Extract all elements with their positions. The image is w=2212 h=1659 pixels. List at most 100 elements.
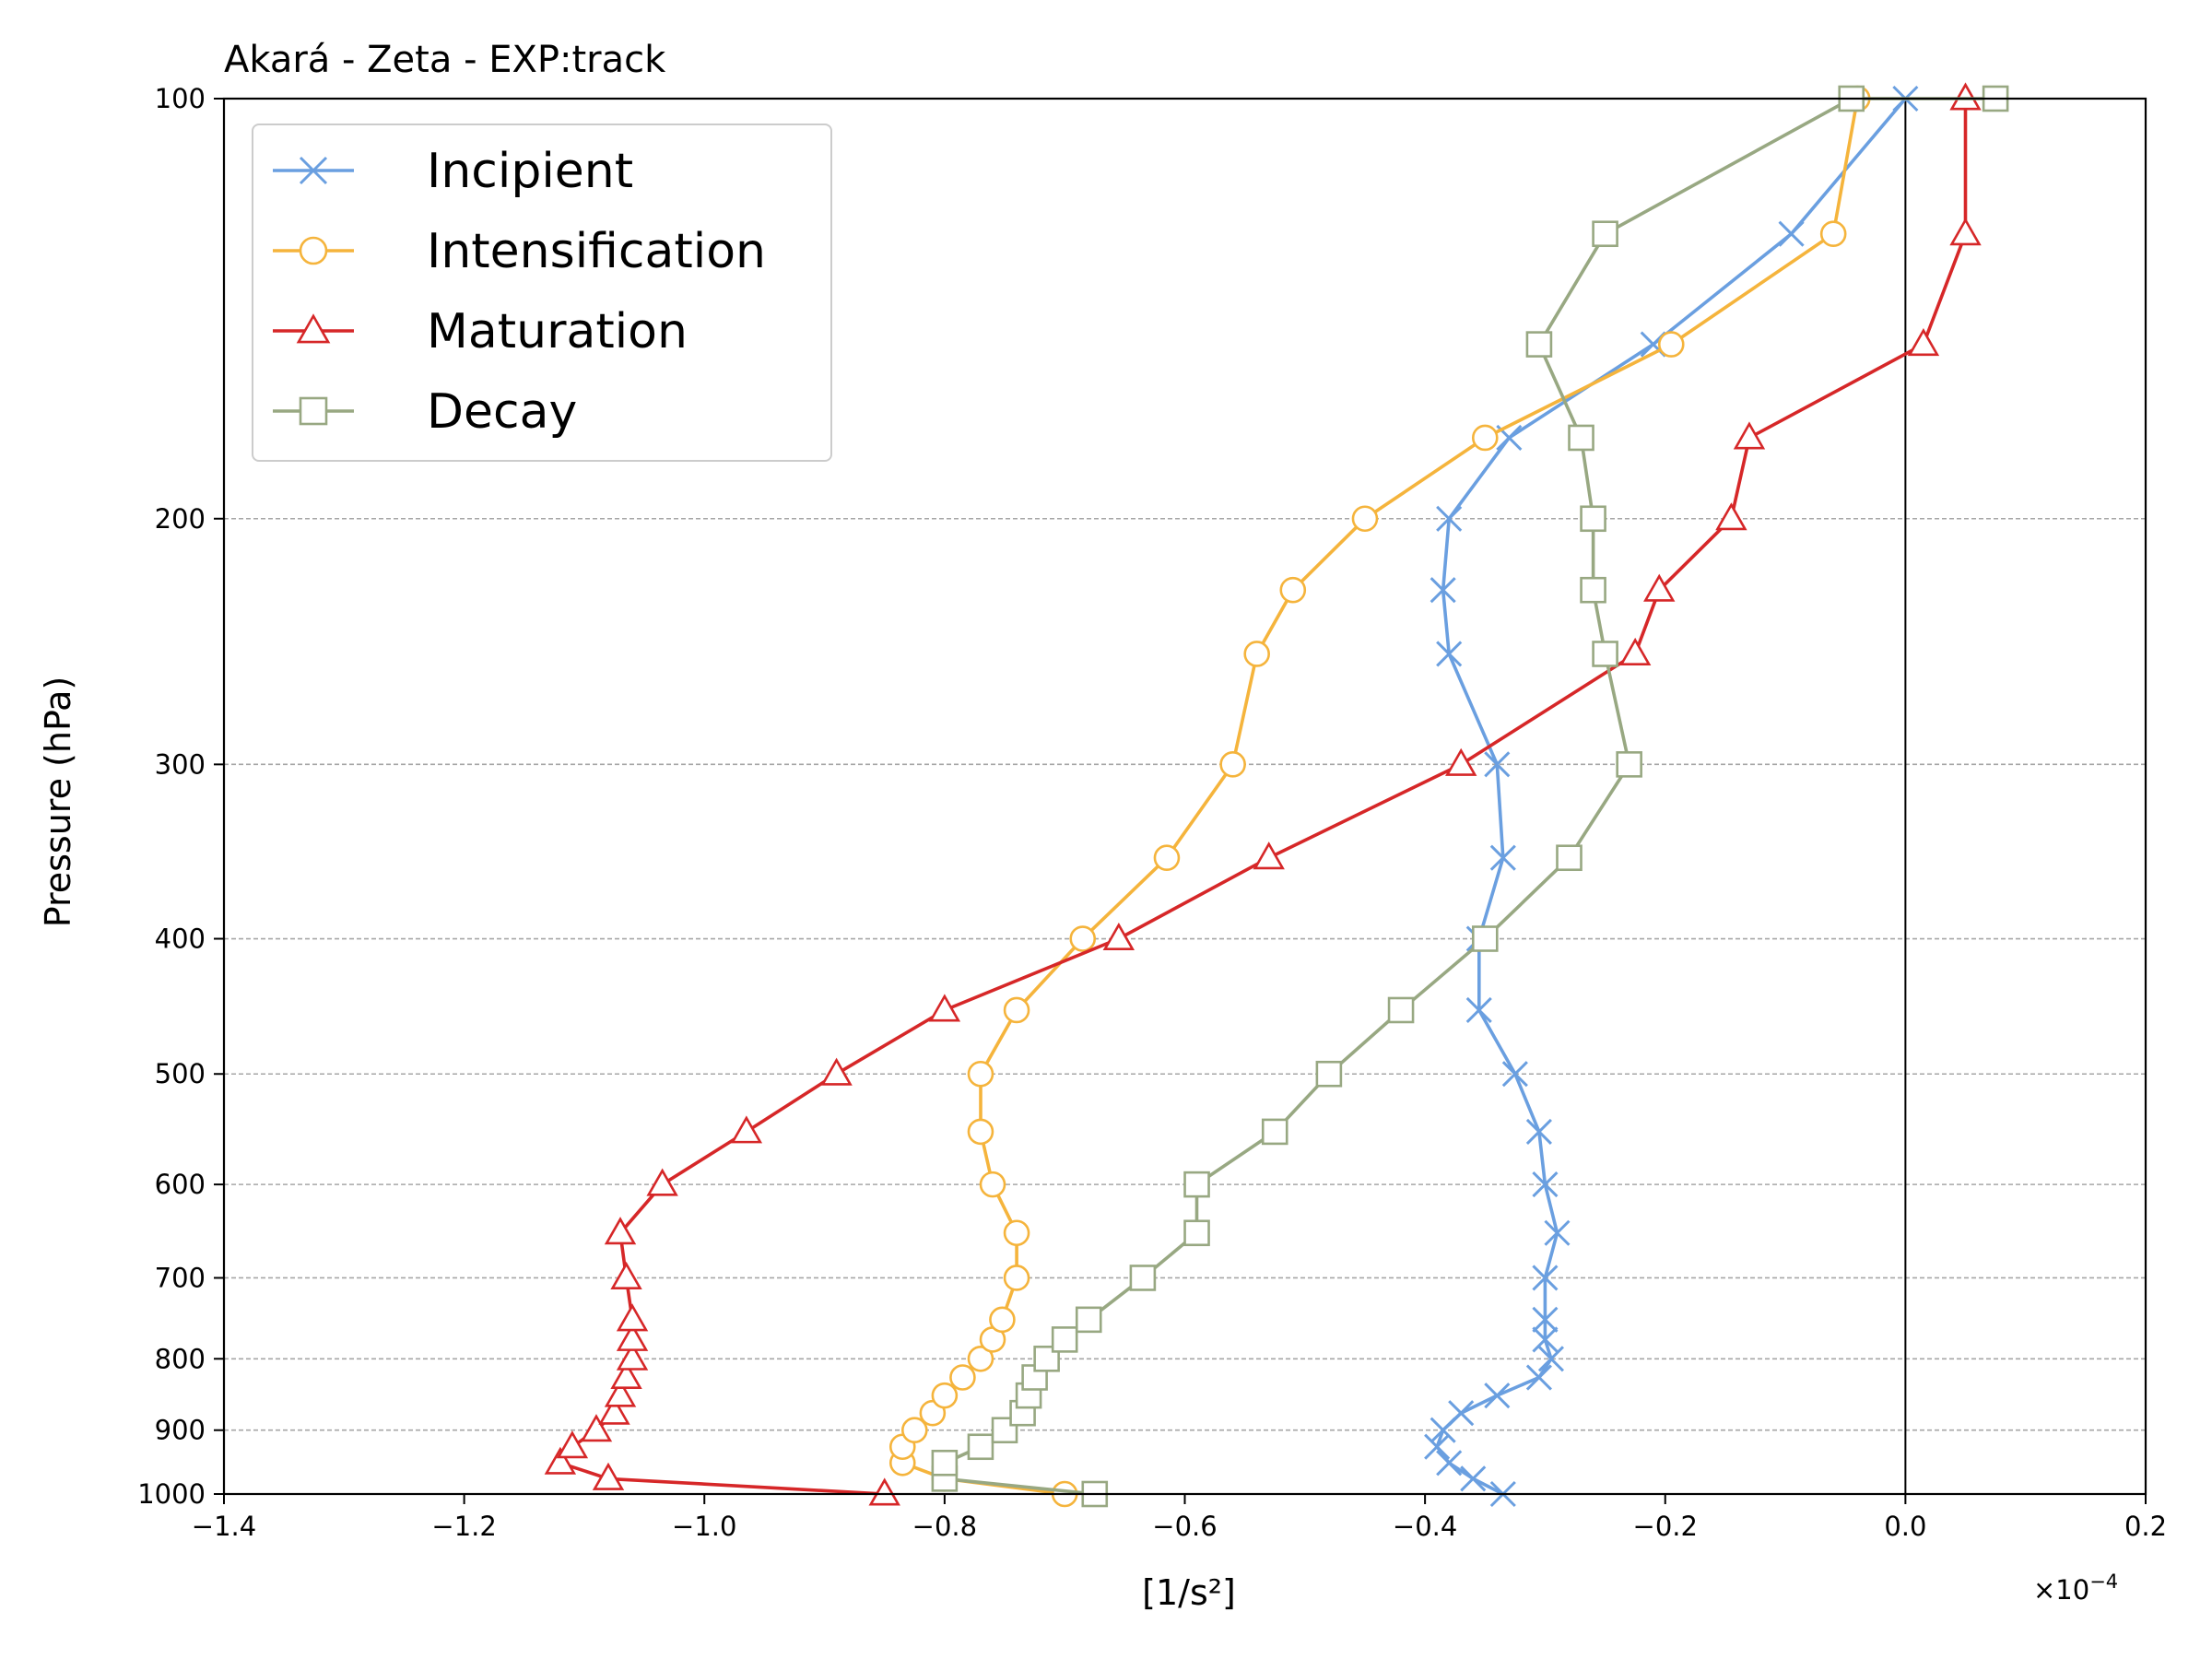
point-marker	[1315, 1060, 1343, 1088]
point-marker	[580, 1414, 613, 1442]
point-marker	[1471, 925, 1499, 952]
point-marker	[1484, 751, 1511, 778]
point-marker	[931, 1449, 959, 1477]
y-axis-ticks: 100 200 300 400 500 600 700 800 900 1000	[137, 83, 224, 1510]
point-marker	[1949, 82, 1982, 111]
y-tick-label: 500	[155, 1058, 206, 1089]
point-marker	[604, 1379, 637, 1407]
point-marker	[1424, 1433, 1451, 1460]
y-tick-label: 900	[155, 1415, 206, 1446]
point-marker	[989, 1306, 1016, 1334]
point-marker	[1715, 502, 1747, 531]
point-marker	[1532, 1265, 1559, 1291]
point-marker	[967, 1060, 994, 1088]
y-tick-label: 400	[155, 924, 206, 955]
point-marker	[1051, 1326, 1078, 1353]
point-marker	[616, 1342, 649, 1371]
point-marker	[1279, 576, 1307, 604]
x-axis-label: [1/s²]	[1142, 1572, 1236, 1613]
point-marker	[868, 1477, 900, 1506]
point-marker	[604, 1217, 637, 1245]
x-scale-base: ×10	[2033, 1574, 2089, 1606]
series-decay	[931, 85, 2009, 1508]
point-marker	[1532, 1326, 1559, 1353]
y-tick-label: 100	[155, 83, 206, 114]
point-marker	[1261, 1118, 1288, 1146]
legend-item-maturation: Maturation	[273, 304, 688, 359]
point-marker	[1448, 1400, 1475, 1427]
point-marker	[1075, 1306, 1102, 1334]
point-marker	[1556, 844, 1583, 872]
point-marker	[1445, 747, 1477, 776]
point-marker	[592, 1462, 625, 1490]
y-tick-label: 700	[155, 1262, 206, 1293]
series-maturation	[544, 82, 1982, 1506]
point-marker	[1525, 1364, 1552, 1391]
point-marker	[296, 313, 331, 344]
series-group	[544, 82, 2009, 1508]
point-marker	[1253, 841, 1285, 870]
point-marker	[299, 396, 328, 426]
point-marker	[967, 1118, 994, 1146]
point-marker	[556, 1430, 589, 1459]
point-marker	[1102, 922, 1135, 951]
point-marker	[1489, 844, 1516, 871]
point-marker	[1949, 218, 1982, 246]
point-marker	[1436, 1450, 1463, 1477]
point-marker	[1153, 844, 1181, 872]
legend-item-incipient: Incipient	[273, 144, 633, 199]
point-marker	[820, 1057, 853, 1086]
y-tick-label: 600	[155, 1169, 206, 1200]
point-marker	[1243, 641, 1270, 667]
x-tick-label: −0.4	[1393, 1511, 1457, 1542]
grid	[224, 517, 2146, 1431]
point-marker	[1465, 996, 1492, 1024]
point-marker	[1430, 577, 1456, 604]
legend-label: Intensification	[427, 224, 766, 279]
x-tick-label: −1.0	[672, 1511, 736, 1542]
point-marker	[1387, 996, 1415, 1024]
y-axis-label: Pressure (hPa)	[38, 677, 78, 928]
point-marker	[1778, 220, 1805, 247]
point-marker	[1525, 1118, 1552, 1145]
point-marker	[299, 156, 328, 185]
point-marker	[1460, 1465, 1487, 1492]
point-marker	[1819, 220, 1847, 248]
point-marker	[1532, 1171, 1559, 1198]
point-marker	[616, 1323, 649, 1351]
x-scale-exponent: −4	[2089, 1571, 2118, 1593]
point-marker	[900, 1417, 928, 1444]
point-marker	[544, 1446, 577, 1475]
point-marker	[1907, 328, 1940, 357]
y-tick-label: 1000	[137, 1478, 206, 1510]
x-axis-scale: ×10−4	[2033, 1571, 2118, 1606]
x-tick-label: 0.0	[1884, 1511, 1926, 1542]
legend: Incipient Intensification Maturation Decay	[252, 124, 832, 462]
x-tick-label: −1.4	[192, 1511, 256, 1542]
point-marker	[610, 1261, 642, 1289]
point-marker	[1003, 1265, 1030, 1291]
point-marker	[979, 1171, 1006, 1198]
point-marker	[1003, 1219, 1030, 1247]
point-marker	[1544, 1219, 1571, 1246]
x-tick-label: 0.2	[2124, 1511, 2167, 1542]
legend-label: Incipient	[427, 144, 633, 199]
legend-item-decay: Decay	[273, 384, 577, 440]
point-marker	[610, 1360, 642, 1390]
series-incipient	[1424, 85, 1919, 1508]
point-marker	[1471, 424, 1499, 452]
point-marker	[1532, 1306, 1559, 1333]
point-marker	[1592, 220, 1618, 248]
y-tick-label: 200	[155, 503, 206, 535]
y-tick-label: 800	[155, 1343, 206, 1374]
point-marker	[1568, 424, 1594, 452]
point-marker	[1618, 637, 1652, 665]
point-marker	[1015, 1382, 1042, 1409]
point-marker	[1592, 641, 1618, 667]
point-marker	[1525, 331, 1553, 358]
y-tick-label: 300	[155, 748, 206, 780]
x-axis-ticks: −1.4 −1.2 −1.0 −0.8 −0.6 −0.4 −0.2 0.0 0.2	[192, 1494, 2167, 1542]
point-marker	[1351, 505, 1379, 533]
point-marker	[1436, 641, 1463, 667]
point-marker	[598, 1396, 630, 1425]
